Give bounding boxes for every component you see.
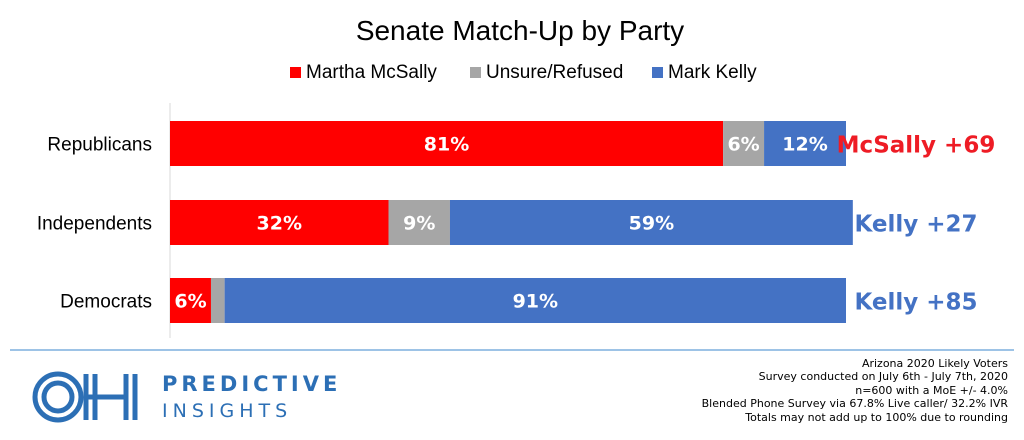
margin-labels: McSally +69 Kelly +27 Kelly +85 <box>837 133 996 316</box>
bar-segment <box>388 200 450 245</box>
bar-segment <box>764 121 846 166</box>
oh-logo-mark <box>32 371 138 423</box>
survey-notes: Arizona 2020 Likely Voters Survey conduc… <box>588 357 1008 424</box>
chart-title: Senate Match-Up by Party <box>356 15 684 46</box>
predictive-insights-logo: PREDICTIVE INSIGHTS <box>28 364 337 434</box>
legend-swatch <box>290 67 301 78</box>
legend-label: Martha McSally <box>306 62 437 83</box>
data-label: 32% <box>257 213 302 235</box>
survey-note: n=600 with a MoE +/- 4.0% <box>855 383 1008 397</box>
survey-note: Blended Phone Survey via 67.8% Live call… <box>701 397 1008 411</box>
bar-segment <box>224 278 846 323</box>
data-label: 6% <box>727 134 759 156</box>
category-labels: Republicans Independents Democrats <box>37 135 152 313</box>
bar-segment <box>170 200 389 245</box>
category-label: Democrats <box>60 292 152 313</box>
data-label: 6% <box>174 291 206 313</box>
margin-annotation: Kelly +27 <box>854 212 977 238</box>
data-label: 59% <box>629 213 674 235</box>
bar-segment <box>170 121 724 166</box>
bar-segments <box>170 121 853 323</box>
margin-annotation: McSally +69 <box>837 133 996 159</box>
bar-segment <box>170 278 211 323</box>
survey-note: Totals may not add up to 100% due to rou… <box>745 410 1008 424</box>
bar-segment <box>449 200 853 245</box>
bar-segment <box>723 121 765 166</box>
legend-label: Mark Kelly <box>668 62 757 83</box>
data-label: 81% <box>424 134 469 156</box>
footer-divider <box>10 349 1014 351</box>
margin-annotation: Kelly +85 <box>854 290 977 316</box>
brand-line1: PREDICTIVE <box>162 372 342 396</box>
legend-swatch <box>470 67 481 78</box>
stacked-bar-chart: Senate Match-Up by Party Martha McSally U… <box>37 15 996 338</box>
category-label: Independents <box>37 214 152 235</box>
brand-line2: INSIGHTS <box>162 400 293 422</box>
legend: Martha McSally Unsure/Refused Mark Kelly <box>290 62 757 83</box>
legend-swatch <box>652 67 663 78</box>
data-label: 12% <box>782 134 827 156</box>
survey-note: Arizona 2020 Likely Voters <box>861 357 1008 370</box>
survey-note: Survey conducted on July 6th - July 7th,… <box>758 370 1008 384</box>
data-label: 91% <box>513 291 558 313</box>
data-labels: 81% 6% 12% 32% 9% 59% 6% 91% <box>174 134 827 313</box>
category-label: Republicans <box>47 135 152 156</box>
data-label: 9% <box>403 213 435 235</box>
bar-segment <box>210 278 225 323</box>
legend-label: Unsure/Refused <box>486 62 623 83</box>
